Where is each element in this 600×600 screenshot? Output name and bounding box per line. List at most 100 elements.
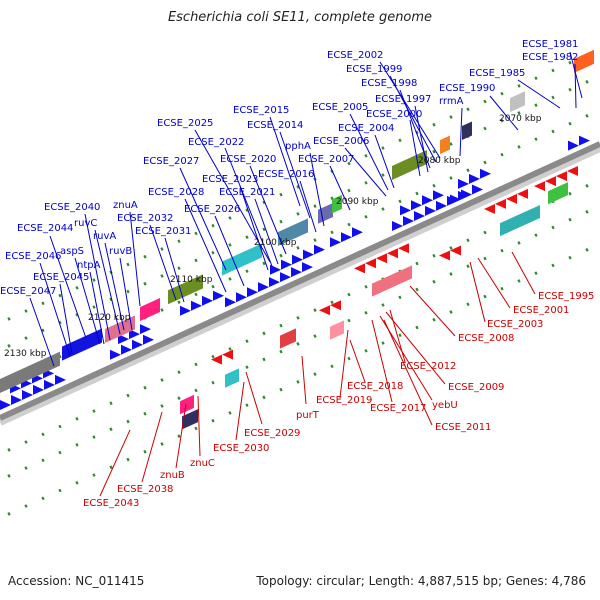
gene-label[interactable]: ECSE_2000 (366, 109, 422, 120)
gene-label[interactable]: ECSE_2038 (117, 484, 173, 495)
gene-label[interactable]: ECSE_2047 (0, 286, 56, 297)
minus-gene-arrow (506, 193, 517, 204)
gene-label[interactable]: ECSE_2044 (17, 223, 73, 234)
gene-label[interactable]: ECSE_2007 (298, 154, 354, 165)
gene-label[interactable]: ECSE_2025 (157, 118, 213, 129)
gene-label[interactable]: ECSE_2018 (347, 381, 403, 392)
tick-mark (534, 137, 538, 142)
gene-label[interactable]: ECSE_2014 (247, 120, 303, 131)
tick-mark (534, 103, 538, 108)
gene-label[interactable]: yebU (432, 400, 458, 411)
leader-line (129, 211, 141, 307)
gene-label[interactable]: ECSE_2031 (135, 226, 191, 237)
tick-mark (41, 301, 45, 306)
gene-label[interactable]: znuC (190, 458, 215, 469)
gene-label[interactable]: ECSE_1998 (361, 78, 417, 89)
gene-label[interactable]: ECSE_2008 (458, 333, 514, 344)
tick-mark (568, 191, 572, 196)
tick-mark (347, 318, 351, 323)
gene-label[interactable]: ECSE_2009 (448, 382, 504, 393)
gene-label[interactable]: ECSE_2019 (316, 395, 372, 406)
gene-label[interactable]: znuB (160, 470, 185, 481)
tick-mark (568, 255, 572, 260)
gene-label[interactable]: ECSE_1981 (522, 39, 578, 50)
leader-line (249, 165, 287, 255)
gene-label[interactable]: ECSE_2045 (33, 272, 89, 283)
leader-line (184, 198, 227, 293)
tick-mark (75, 442, 79, 447)
gene-label[interactable]: ECSE_2016 (258, 169, 314, 180)
gene-label[interactable]: ECSE_1995 (538, 291, 594, 302)
tick-mark (330, 300, 334, 305)
plus-gene-arrow (225, 297, 236, 308)
gene-label[interactable]: aspS (60, 246, 84, 257)
tick-mark (194, 426, 198, 431)
leader-line (389, 309, 406, 363)
tick-mark (160, 274, 164, 278)
tick-mark (245, 365, 249, 370)
plus-gene-arrow (22, 389, 33, 400)
gene-label[interactable]: ECSE_2005 (312, 102, 368, 113)
tick-mark (347, 161, 351, 166)
gene-label[interactable]: ruvC (74, 218, 97, 229)
tick-mark (415, 325, 419, 330)
tick-mark (279, 219, 283, 224)
gene-label[interactable]: ECSE_2001 (513, 305, 569, 316)
gene-label[interactable]: ECSE_2017 (370, 403, 426, 414)
gene-label[interactable]: ECSE_2011 (435, 422, 491, 433)
gene-label[interactable]: ECSE_2006 (313, 136, 369, 147)
gene-label[interactable]: ECSE_1990 (439, 83, 495, 94)
gene-label[interactable]: pphA (285, 141, 311, 152)
gene-label[interactable]: ECSE_1997 (375, 94, 431, 105)
gene-label[interactable]: ECSE_2027 (143, 156, 199, 167)
tick-mark (228, 277, 232, 281)
gene-label[interactable]: rrmA (439, 96, 464, 107)
tick-mark (75, 285, 79, 290)
gene-label[interactable]: ECSE_2002 (327, 50, 383, 61)
plus-gene-arrow (568, 140, 579, 151)
gene-label[interactable]: znuA (113, 200, 138, 211)
kbp-label: 2090 kbp (336, 197, 379, 207)
gene-label[interactable]: ECSE_2029 (244, 428, 300, 439)
gene-label[interactable]: ECSE_2022 (188, 137, 244, 148)
tick-mark (313, 308, 317, 312)
tick-mark (262, 357, 266, 362)
tick-mark (211, 284, 215, 289)
tick-mark (585, 114, 589, 118)
tick-mark (177, 434, 181, 439)
gene-block (574, 49, 594, 73)
gene-label[interactable]: ECSE_2040 (44, 202, 100, 213)
gene-block (510, 91, 525, 113)
gene-label[interactable]: ruvB (109, 246, 132, 257)
gene-label[interactable]: ECSE_2043 (83, 498, 139, 509)
accession-text: Accession: NC_011415 (8, 574, 145, 588)
tick-mark (466, 238, 470, 243)
gene-label[interactable]: purT (296, 410, 320, 421)
gene-label[interactable]: ECSE_2015 (233, 105, 289, 116)
leader-line (385, 311, 446, 385)
gene-label[interactable]: ECSE_2026 (184, 204, 240, 215)
tick-mark (449, 310, 453, 314)
gene-label[interactable]: ECSE_2021 (219, 187, 275, 198)
tick-mark (194, 258, 198, 263)
gene-label[interactable]: ECSE_1985 (469, 68, 525, 79)
tick-mark (483, 230, 487, 235)
gene-label[interactable]: ECSE_2046 (5, 251, 61, 262)
gene-label[interactable]: ECSE_2032 (117, 213, 173, 224)
gene-label[interactable]: ECSE_2028 (148, 187, 204, 198)
gene-label[interactable]: ECSE_2004 (338, 123, 394, 134)
gene-label[interactable]: ECSE_1982 (522, 52, 578, 63)
gene-label[interactable]: ECSE_2003 (487, 319, 543, 330)
gene-label[interactable]: ruvA (93, 231, 116, 242)
gene-label[interactable]: ECSE_1999 (346, 64, 402, 75)
gene-label[interactable]: ECSE_2020 (220, 154, 276, 165)
tick-mark (24, 504, 28, 508)
tick-mark (449, 142, 453, 146)
gene-label[interactable]: ntpA (77, 260, 101, 271)
leader-line (299, 180, 317, 233)
kbp-scale-labels: 2070 kbp 2080 kbp 2090 kbp 2100 kbp 2110… (4, 114, 542, 359)
gene-label[interactable]: ECSE_2023 (202, 174, 258, 185)
gene-label[interactable]: ECSE_2012 (400, 361, 456, 372)
tick-mark (177, 300, 181, 305)
gene-label[interactable]: ECSE_2030 (213, 443, 269, 454)
